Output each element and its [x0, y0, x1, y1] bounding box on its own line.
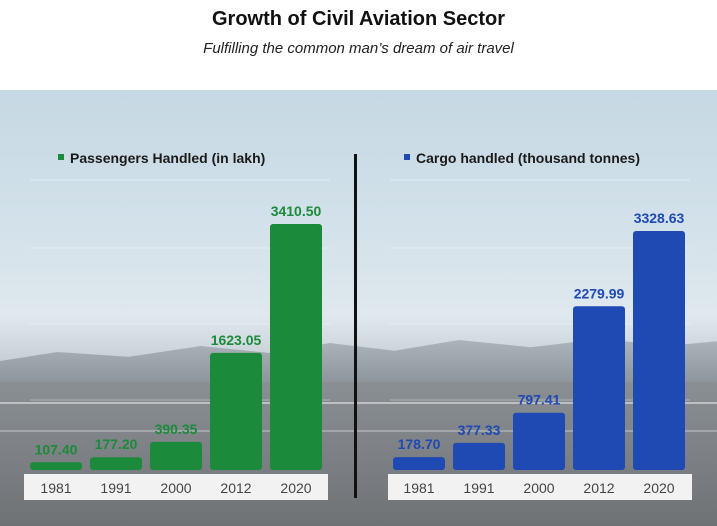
- data-label-cargo-1981: 178.70: [398, 436, 441, 452]
- data-label-cargo-2000: 797.41: [518, 392, 561, 408]
- legend-swatch-cargo: [404, 154, 410, 161]
- x-tick-label-cargo-2012: 2012: [583, 480, 614, 496]
- legend-swatch-passengers: [58, 154, 64, 161]
- page-title: Growth of Civil Aviation Sector: [212, 8, 505, 30]
- data-label-passengers-1981: 107.40: [35, 441, 78, 457]
- legend-label-cargo: Cargo handled (thousand tonnes): [416, 150, 640, 166]
- bar-cargo-2000: [513, 412, 565, 470]
- x-tick-label-passengers-2012: 2012: [220, 480, 251, 496]
- bar-passengers-2000: [150, 441, 202, 470]
- runway-marking: [0, 402, 717, 404]
- data-label-passengers-1991: 177.20: [95, 436, 138, 452]
- x-tick-label-cargo-1991: 1991: [463, 480, 494, 496]
- charts-svg: 107.40 1981 177.20 1991 390.35 2000 1623.05 201…: [30, 179, 690, 496]
- bar-passengers-1981: [30, 462, 82, 470]
- bar-cargo-1991: [453, 442, 505, 470]
- data-label-cargo-2012: 2279.99: [574, 285, 625, 301]
- x-axis-band-passengers: [24, 474, 328, 500]
- x-tick-label-cargo-2020: 2020: [643, 480, 674, 496]
- bar-cargo-2020: [633, 231, 685, 470]
- data-label-passengers-2020: 3410.50: [271, 203, 322, 219]
- legend-passengers: Passengers Handled (in lakh): [58, 150, 265, 166]
- chart-separator: [354, 154, 357, 498]
- bar-cargo-2012: [573, 306, 625, 470]
- x-tick-label-cargo-2000: 2000: [523, 480, 554, 496]
- legend-cargo: Cargo handled (thousand tonnes): [404, 150, 640, 166]
- bar-cargo-1981: [393, 457, 445, 470]
- x-tick-label-cargo-1981: 1981: [403, 480, 434, 496]
- x-tick-label-passengers-2000: 2000: [160, 480, 191, 496]
- airport-background-image: Passengers Handled (in lakh) Cargo handl…: [0, 90, 717, 526]
- x-tick-label-passengers-2020: 2020: [280, 480, 311, 496]
- data-label-passengers-2012: 1623.05: [211, 332, 262, 348]
- page-subtitle: Fulfilling the common man’s dream of air…: [203, 40, 514, 57]
- bar-passengers-1991: [90, 457, 142, 470]
- runway-marking: [0, 430, 717, 432]
- legend-label-passengers: Passengers Handled (in lakh): [70, 150, 266, 166]
- data-label-passengers-2000: 390.35: [155, 421, 198, 437]
- x-tick-label-passengers-1981: 1981: [40, 480, 71, 496]
- bar-passengers-2020: [270, 224, 322, 470]
- x-tick-label-passengers-1991: 1991: [100, 480, 131, 496]
- data-label-cargo-2020: 3328.63: [634, 210, 685, 226]
- x-axis-band-cargo: [388, 474, 692, 500]
- data-label-cargo-1991: 377.33: [458, 422, 501, 438]
- bar-passengers-2012: [210, 352, 262, 470]
- header: Growth of Civil Aviation Sector Fulfilli…: [0, 0, 717, 90]
